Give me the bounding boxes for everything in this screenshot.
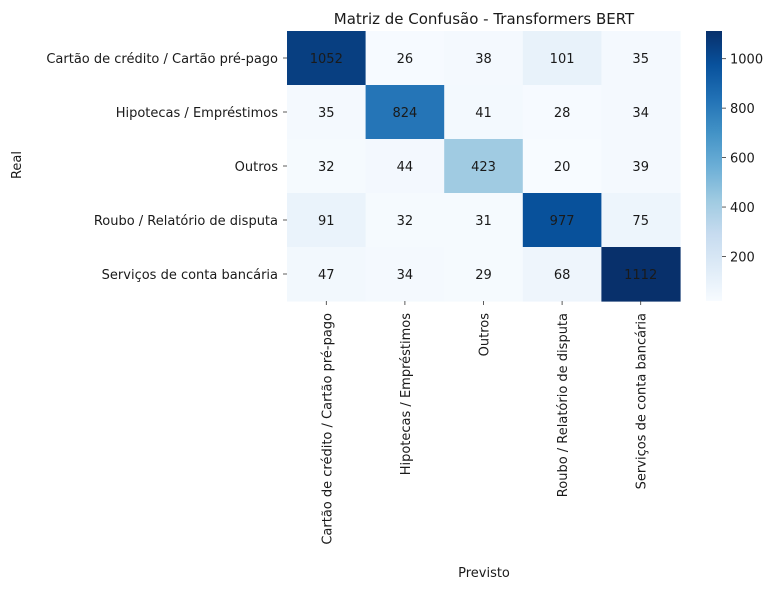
heatmap-cell bbox=[522, 193, 602, 248]
colorbar-tick-label: 800 bbox=[730, 102, 755, 117]
colorbar-gradient bbox=[706, 31, 722, 301]
heatmap-cell bbox=[601, 85, 681, 140]
cell-value-label: 1112 bbox=[624, 268, 657, 283]
heatmap-cell bbox=[365, 85, 445, 140]
cell-value-label: 20 bbox=[554, 160, 571, 175]
cell-value-label: 44 bbox=[397, 160, 414, 175]
cell-value-label: 29 bbox=[475, 268, 492, 283]
cell-value-label: 47 bbox=[318, 268, 335, 283]
heatmap-cells: 1052 26 38 101 35 35 824 41 28 34 32 44 423 20 39 91 32 3… bbox=[287, 31, 681, 302]
heatmap-cell bbox=[365, 139, 445, 194]
chart-title: Matriz de Confusão - Transformers BERT bbox=[334, 10, 635, 28]
x-tick-label: Outros bbox=[478, 313, 493, 357]
cell-value-label: 824 bbox=[392, 106, 417, 121]
heatmap-cell bbox=[601, 139, 681, 194]
cell-value-label: 41 bbox=[475, 106, 492, 121]
colorbar-tick-label: 400 bbox=[730, 201, 755, 216]
cell-value-label: 977 bbox=[550, 214, 575, 229]
heatmap-cell bbox=[287, 193, 367, 248]
cell-value-label: 35 bbox=[318, 106, 335, 121]
cell-value-label: 38 bbox=[475, 52, 492, 67]
cell-value-label: 28 bbox=[554, 106, 571, 121]
cell-value-label: 423 bbox=[471, 160, 496, 175]
heatmap-cell bbox=[522, 247, 602, 302]
y-tick-label: Serviços de conta bancária bbox=[102, 268, 278, 283]
y-tick-label: Hipotecas / Empréstimos bbox=[116, 106, 279, 121]
heatmap-cell bbox=[601, 247, 681, 302]
heatmap-cell bbox=[522, 85, 602, 140]
cell-value-label: 39 bbox=[632, 160, 649, 175]
colorbar-tick-label: 1000 bbox=[730, 53, 763, 68]
heatmap-cell bbox=[522, 139, 602, 194]
heatmap-cell bbox=[365, 193, 445, 248]
colorbar-tick-label: 200 bbox=[730, 250, 755, 265]
heatmap-cell bbox=[601, 31, 681, 86]
heatmap-cell bbox=[601, 193, 681, 248]
x-tick-label: Cartão de crédito / Cartão pré-pago bbox=[320, 313, 335, 545]
heatmap-cell bbox=[444, 139, 524, 194]
heatmap-cell bbox=[287, 85, 367, 140]
cell-value-label: 68 bbox=[554, 268, 571, 283]
heatmap-cell bbox=[444, 247, 524, 302]
heatmap-cell bbox=[287, 247, 367, 302]
cell-value-label: 26 bbox=[397, 52, 414, 67]
cell-value-label: 31 bbox=[475, 214, 492, 229]
colorbar: 200 400 600 800 1000 bbox=[706, 31, 763, 301]
heatmap-cell bbox=[287, 31, 367, 86]
heatmap-cell bbox=[444, 85, 524, 140]
x-tick-label: Serviços de conta bancária bbox=[635, 313, 650, 489]
heatmap-cell bbox=[522, 31, 602, 86]
heatmap-cell bbox=[444, 193, 524, 248]
heatmap-cell bbox=[365, 31, 445, 86]
y-tick-label: Roubo / Relatório de disputa bbox=[94, 214, 278, 229]
heatmap-cell bbox=[444, 31, 524, 86]
heatmap-cell bbox=[287, 139, 367, 194]
cell-value-label: 91 bbox=[318, 214, 335, 229]
x-axis-label: Previsto bbox=[458, 566, 510, 581]
cell-value-label: 34 bbox=[397, 268, 414, 283]
colorbar-tick-label: 600 bbox=[730, 152, 755, 167]
cell-value-label: 1052 bbox=[310, 52, 343, 67]
cell-value-label: 32 bbox=[318, 160, 335, 175]
y-tick-label: Outros bbox=[235, 160, 279, 175]
x-tick-label: Roubo / Relatório de disputa bbox=[556, 313, 571, 497]
cell-value-label: 34 bbox=[632, 106, 649, 121]
heatmap-cell bbox=[365, 247, 445, 302]
cell-value-label: 35 bbox=[632, 52, 649, 67]
cell-value-label: 32 bbox=[397, 214, 414, 229]
y-axis-label: Real bbox=[10, 151, 25, 179]
cell-value-label: 101 bbox=[550, 52, 575, 67]
cell-value-label: 75 bbox=[632, 214, 649, 229]
x-tick-label: Hipotecas / Empréstimos bbox=[399, 313, 414, 476]
x-axis-ticks: Cartão de crédito / Cartão pré-pago Hipot… bbox=[320, 301, 650, 545]
y-axis-ticks: Cartão de crédito / Cartão pré-pago Hipot… bbox=[46, 52, 287, 283]
y-tick-label: Cartão de crédito / Cartão pré-pago bbox=[46, 52, 278, 67]
